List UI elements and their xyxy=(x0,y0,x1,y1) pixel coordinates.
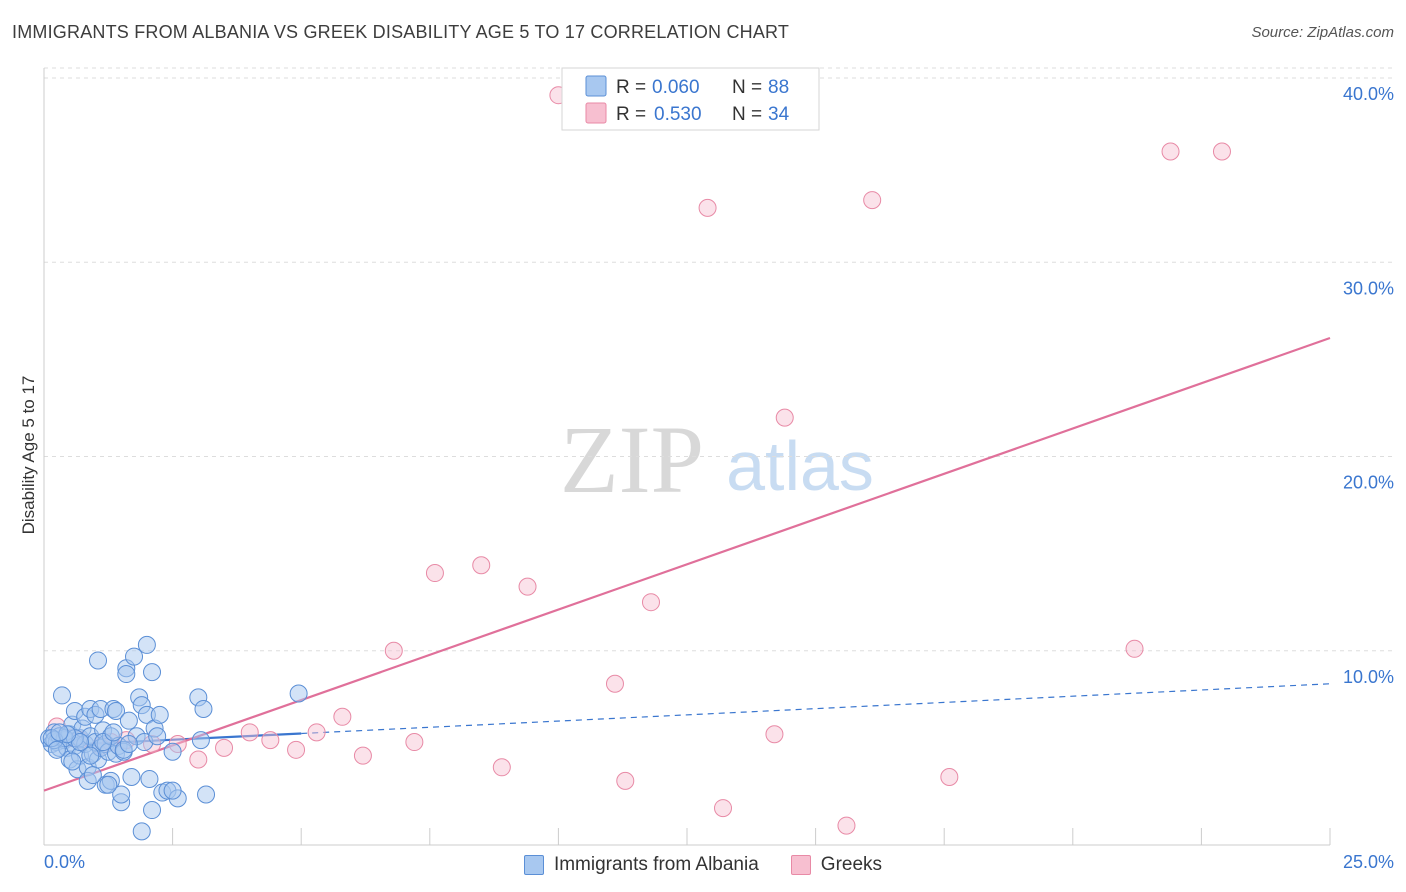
point-greeks xyxy=(775,408,794,427)
point-greeks xyxy=(472,556,491,575)
legend-swatch-albania xyxy=(585,75,607,97)
point-albania xyxy=(289,684,308,703)
point-albania xyxy=(83,766,102,785)
point-albania xyxy=(99,775,118,794)
y-tick-label: 40.0% xyxy=(1343,84,1394,104)
point-albania xyxy=(112,785,131,804)
point-albania xyxy=(132,822,151,841)
point-albania xyxy=(197,785,216,804)
point-greeks xyxy=(333,707,352,726)
point-greeks xyxy=(425,564,444,583)
point-albania xyxy=(89,651,108,670)
point-greeks xyxy=(940,768,959,787)
axis-ticks: 10.0% 20.0% 30.0% 40.0% xyxy=(1343,84,1394,687)
point-greeks xyxy=(307,723,326,742)
point-greeks xyxy=(641,593,660,612)
point-albania xyxy=(163,781,182,800)
legend-item-albania: Immigrants from Albania xyxy=(523,854,759,876)
legend-n-label: N = xyxy=(732,77,762,98)
point-greeks xyxy=(189,750,208,769)
x-tick-label-max: 25.0% xyxy=(1343,852,1394,872)
legend-r-value-greeks: 0.530 xyxy=(654,104,702,125)
y-tick-label: 30.0% xyxy=(1343,278,1394,298)
legend-label-greeks: Greeks xyxy=(820,854,883,875)
point-albania xyxy=(163,742,182,761)
point-albania xyxy=(140,769,159,788)
point-greeks xyxy=(215,738,234,757)
point-albania xyxy=(47,740,66,759)
point-greeks xyxy=(1161,142,1180,161)
legend-r-label: R = xyxy=(616,104,646,125)
point-greeks xyxy=(287,740,306,759)
point-albania xyxy=(117,665,136,684)
point-greeks xyxy=(261,731,280,750)
point-albania xyxy=(125,647,144,666)
point-albania xyxy=(119,711,138,730)
point-albania xyxy=(122,768,141,787)
point-albania xyxy=(104,723,123,742)
legend-n-label: N = xyxy=(732,104,762,125)
y-axis-label: Disability Age 5 to 17 xyxy=(19,376,38,535)
point-albania xyxy=(81,746,100,765)
point-greeks xyxy=(405,733,424,752)
point-albania xyxy=(143,801,162,820)
legend-r-value-albania: 0.060 xyxy=(652,77,700,98)
point-albania xyxy=(148,727,167,746)
point-greeks xyxy=(714,799,733,818)
point-albania xyxy=(50,723,69,742)
legend-item-greeks: Greeks xyxy=(790,854,883,876)
point-albania xyxy=(194,700,213,719)
point-greeks xyxy=(698,198,717,217)
stats-legend: R = 0.060 N = 88 R = 0.530 N = 34 xyxy=(561,67,820,131)
axes xyxy=(43,68,1331,846)
point-albania xyxy=(107,701,126,720)
point-albania xyxy=(143,663,162,682)
point-greeks xyxy=(492,758,511,777)
legend-r-label: R = xyxy=(616,77,646,98)
source-credit: Source: ZipAtlas.com xyxy=(1251,24,1394,41)
legend-swatch-greeks xyxy=(790,855,811,875)
data-points xyxy=(40,86,1231,841)
y-tick-label: 20.0% xyxy=(1343,473,1394,493)
point-albania xyxy=(137,635,156,654)
watermark-zip: ZIP xyxy=(560,406,704,513)
point-greeks xyxy=(863,191,882,210)
point-greeks xyxy=(765,725,784,744)
point-greeks xyxy=(616,771,635,790)
point-greeks xyxy=(605,674,624,693)
grid-lines xyxy=(44,67,1396,652)
point-greeks xyxy=(384,641,403,660)
x-tick-label-min: 0.0% xyxy=(44,852,85,872)
watermark-atlas: atlas xyxy=(726,427,874,505)
point-greeks xyxy=(1212,142,1231,161)
point-albania xyxy=(63,752,82,771)
point-greeks xyxy=(353,746,372,765)
legend-label-albania: Immigrants from Albania xyxy=(553,854,759,875)
point-albania xyxy=(119,734,138,753)
legend-n-value-albania: 88 xyxy=(768,77,789,98)
point-greeks xyxy=(1125,639,1144,658)
series-legend: Immigrants from Albania Greeks xyxy=(0,850,1406,880)
legend-n-value-greeks: 34 xyxy=(768,104,790,125)
point-greeks xyxy=(518,577,537,596)
point-greeks xyxy=(240,723,259,742)
trend-line-albania-extension xyxy=(301,683,1331,735)
trend-line-greeks xyxy=(43,336,1331,792)
point-albania xyxy=(150,705,169,724)
point-greeks xyxy=(837,816,856,835)
y-tick-label: 10.0% xyxy=(1343,667,1394,687)
point-albania xyxy=(53,686,72,705)
point-albania xyxy=(191,731,210,750)
legend-swatch-greeks xyxy=(585,102,607,124)
legend-swatch-albania xyxy=(523,855,544,875)
chart-title: IMMIGRANTS FROM ALBANIA VS GREEK DISABIL… xyxy=(12,22,790,42)
